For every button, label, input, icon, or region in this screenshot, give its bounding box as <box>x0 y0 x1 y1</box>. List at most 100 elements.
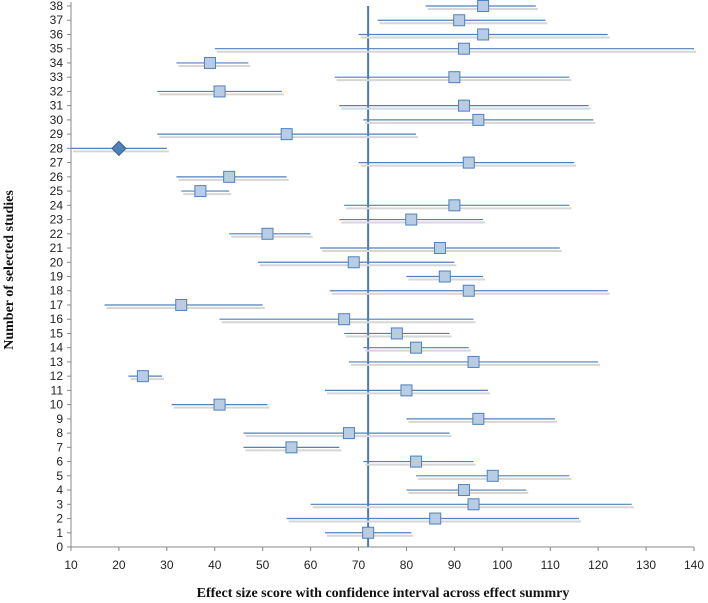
effect-marker <box>213 85 226 98</box>
x-tick-label: 50 <box>256 558 270 572</box>
y-tick-label: 32 <box>50 84 64 98</box>
y-tick-label: 3 <box>56 497 63 511</box>
effect-marker <box>390 327 403 340</box>
effect-marker <box>477 0 490 12</box>
x-tick-label: 70 <box>352 558 366 572</box>
y-tick-label: 0 <box>56 540 63 554</box>
effect-marker <box>429 512 442 525</box>
effect-marker <box>136 370 149 383</box>
y-tick-label: 13 <box>50 355 64 369</box>
y-tick-labels: 0123456789101112131415161718192021222324… <box>50 0 64 554</box>
y-tick-label: 19 <box>50 270 64 284</box>
y-tick-label: 30 <box>50 113 64 127</box>
y-tick-label: 29 <box>50 127 64 141</box>
y-tick-label: 28 <box>50 141 64 155</box>
y-tick-label: 1 <box>56 526 63 540</box>
effect-marker-diamond <box>111 140 127 157</box>
effect-marker <box>457 484 470 497</box>
x-tick-label: 140 <box>684 558 704 572</box>
effect-marker <box>462 284 475 297</box>
effect-marker <box>400 384 413 397</box>
y-tick-label: 4 <box>56 483 63 497</box>
effect-marker <box>410 455 423 468</box>
x-tick-label: 40 <box>208 558 222 572</box>
effect-marker <box>203 56 216 69</box>
y-tick-label: 37 <box>50 13 64 27</box>
effect-marker <box>472 412 485 425</box>
x-axis-title: Effect size score with confidence interv… <box>197 586 570 601</box>
effect-marker <box>438 270 451 283</box>
effect-markers <box>111 0 499 539</box>
effect-marker <box>467 498 480 511</box>
effect-marker <box>285 441 298 454</box>
x-tick-label: 20 <box>112 558 126 572</box>
x-tick-label: 110 <box>541 558 560 572</box>
y-tick-label: 34 <box>50 56 64 70</box>
x-tick-label: 120 <box>588 558 608 572</box>
effect-marker <box>486 469 499 482</box>
effect-marker <box>472 113 485 126</box>
effect-marker <box>410 341 423 354</box>
x-tick-label: 10 <box>64 558 78 572</box>
effect-marker <box>194 185 207 198</box>
effect-marker <box>347 256 360 269</box>
y-tick-label: 12 <box>50 369 64 383</box>
x-tick-label: 100 <box>492 558 512 572</box>
x-tick-label: 80 <box>400 558 414 572</box>
y-axis-title: Number of selected studies <box>2 190 17 350</box>
axes <box>67 2 695 551</box>
y-tick-label: 23 <box>50 213 64 227</box>
y-tick-label: 27 <box>50 156 64 170</box>
effect-marker <box>477 28 490 41</box>
y-tick-label: 5 <box>56 469 63 483</box>
y-tick-label: 2 <box>56 512 63 526</box>
x-tick-label: 130 <box>636 558 656 572</box>
y-tick-label: 22 <box>50 227 64 241</box>
effect-marker <box>175 298 188 311</box>
effect-marker <box>342 427 355 440</box>
x-tick-label: 90 <box>448 558 462 572</box>
y-tick-label: 8 <box>56 426 63 440</box>
effect-marker <box>467 355 480 368</box>
y-tick-label: 6 <box>56 455 63 469</box>
y-tick-label: 33 <box>50 70 64 84</box>
effect-marker <box>462 156 475 169</box>
y-tick-label: 7 <box>56 440 63 454</box>
y-tick-label: 15 <box>50 326 64 340</box>
effect-marker <box>453 14 466 27</box>
y-tick-label: 31 <box>50 99 64 113</box>
y-tick-label: 17 <box>50 298 64 312</box>
y-tick-label: 36 <box>50 27 64 41</box>
effect-marker <box>261 227 274 240</box>
y-tick-label: 18 <box>50 284 64 298</box>
x-tick-labels: 10 20 30 40 50 60 70 80 90 100 110 120 130 140 <box>64 558 704 572</box>
y-tick-label: 38 <box>50 0 64 13</box>
confidence-intervals <box>71 5 696 537</box>
effect-marker <box>280 128 293 141</box>
y-tick-label: 35 <box>50 42 64 56</box>
y-tick-label: 20 <box>50 255 64 269</box>
y-tick-label: 16 <box>50 312 64 326</box>
effect-marker <box>448 199 461 212</box>
effect-marker <box>338 313 351 326</box>
x-tick-label: 60 <box>304 558 318 572</box>
y-tick-label: 26 <box>50 170 64 184</box>
effect-marker <box>405 213 418 226</box>
y-tick-label: 10 <box>50 398 64 412</box>
effect-marker <box>448 71 461 84</box>
y-tick-label: 25 <box>50 184 64 198</box>
effect-marker <box>457 99 470 112</box>
x-tick-label: 30 <box>160 558 174 572</box>
effect-marker <box>362 526 375 539</box>
y-tick-label: 21 <box>50 241 64 255</box>
y-tick-label: 9 <box>56 412 63 426</box>
effect-marker <box>457 42 470 55</box>
y-tick-label: 14 <box>50 341 64 355</box>
effect-marker <box>213 398 226 411</box>
y-tick-label: 11 <box>51 383 64 397</box>
y-tick-label: 24 <box>50 198 64 212</box>
effect-marker <box>223 170 236 183</box>
effect-marker <box>434 242 447 255</box>
